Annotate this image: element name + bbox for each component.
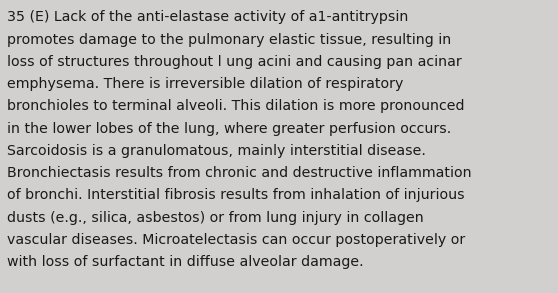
Text: promotes damage to the pulmonary elastic tissue, resulting in: promotes damage to the pulmonary elastic… (7, 33, 451, 47)
Text: with loss of surfactant in diffuse alveolar damage.: with loss of surfactant in diffuse alveo… (7, 255, 364, 269)
Text: Bronchiectasis results from chronic and destructive inflammation: Bronchiectasis results from chronic and … (7, 166, 472, 180)
Text: emphysema. There is irreversible dilation of respiratory: emphysema. There is irreversible dilatio… (7, 77, 403, 91)
Text: vascular diseases. Microatelectasis can occur postoperatively or: vascular diseases. Microatelectasis can … (7, 233, 465, 247)
Text: loss of structures throughout l ung acini and causing pan acinar: loss of structures throughout l ung acin… (7, 55, 462, 69)
Text: of bronchi. Interstitial fibrosis results from inhalation of injurious: of bronchi. Interstitial fibrosis result… (7, 188, 465, 202)
Text: dusts (e.g., silica, asbestos) or from lung injury in collagen: dusts (e.g., silica, asbestos) or from l… (7, 211, 424, 225)
Text: bronchioles to terminal alveoli. This dilation is more pronounced: bronchioles to terminal alveoli. This di… (7, 99, 465, 113)
Text: Sarcoidosis is a granulomatous, mainly interstitial disease.: Sarcoidosis is a granulomatous, mainly i… (7, 144, 426, 158)
Text: 35 (E) Lack of the anti-elastase activity of a1-antitrypsin: 35 (E) Lack of the anti-elastase activit… (7, 10, 408, 24)
Text: in the lower lobes of the lung, where greater perfusion occurs.: in the lower lobes of the lung, where gr… (7, 122, 451, 136)
